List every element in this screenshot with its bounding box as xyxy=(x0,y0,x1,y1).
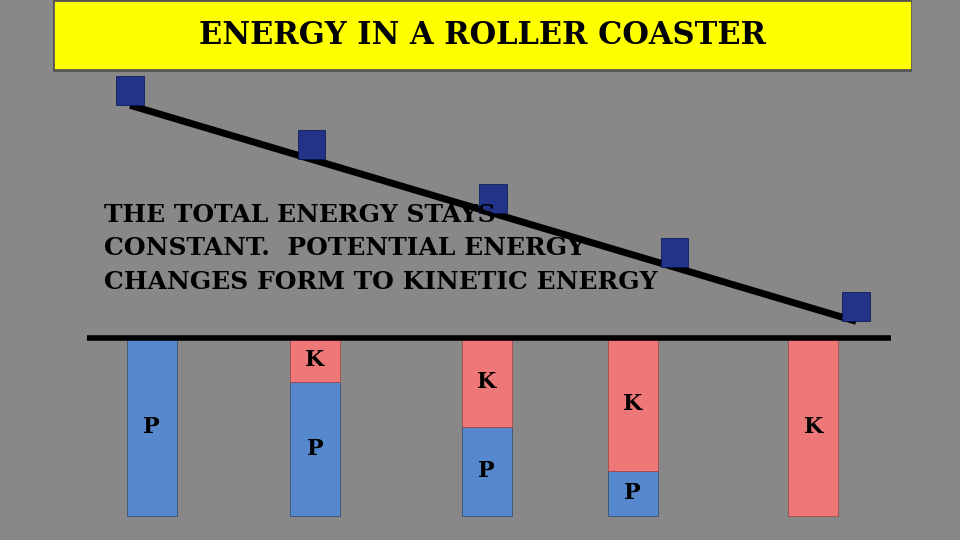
Text: P: P xyxy=(306,438,324,460)
Text: THE TOTAL ENERGY STAYS
CONSTANT.  POTENTIAL ENERGY
CHANGES FORM TO KINETIC ENERG: THE TOTAL ENERGY STAYS CONSTANT. POTENTI… xyxy=(105,203,658,294)
Text: P: P xyxy=(143,416,160,437)
Text: K: K xyxy=(804,416,823,437)
Bar xyxy=(479,184,507,213)
Text: K: K xyxy=(305,349,324,371)
Text: ENERGY IN A ROLLER COASTER: ENERGY IN A ROLLER COASTER xyxy=(199,19,766,51)
Text: K: K xyxy=(623,393,642,415)
Bar xyxy=(788,338,838,516)
Bar xyxy=(298,130,325,159)
Bar xyxy=(608,338,658,471)
Bar xyxy=(53,0,912,70)
Text: K: K xyxy=(477,371,496,393)
Bar xyxy=(462,427,512,516)
Bar xyxy=(116,76,144,105)
Bar xyxy=(608,471,658,516)
Bar xyxy=(660,238,688,267)
Bar xyxy=(127,338,177,516)
Bar xyxy=(290,338,340,382)
Text: P: P xyxy=(478,460,495,482)
Bar xyxy=(462,338,512,427)
Bar xyxy=(843,292,870,321)
Bar xyxy=(290,382,340,516)
Text: P: P xyxy=(624,482,641,504)
